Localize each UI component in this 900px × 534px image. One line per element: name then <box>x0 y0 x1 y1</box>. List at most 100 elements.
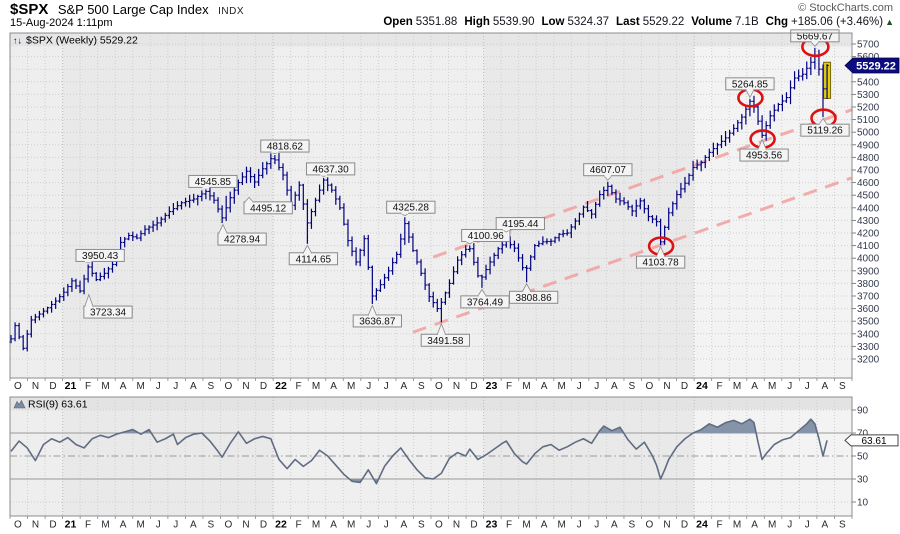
svg-text:S: S <box>629 520 636 531</box>
svg-text:63.61: 63.61 <box>861 436 886 447</box>
svg-text:3200: 3200 <box>857 355 880 366</box>
svg-text:M: M <box>768 520 776 531</box>
panel-strips: ↑↓ $SPX (Weekly) 5529.22 RSI(9) 63.61 <box>13 35 138 411</box>
svg-text:3764.49: 3764.49 <box>467 297 504 308</box>
svg-text:5100: 5100 <box>857 115 880 126</box>
stockcharts-copyright-link[interactable]: © StockCharts.com <box>798 2 893 14</box>
svg-text:J: J <box>173 520 178 531</box>
svg-text:4103.78: 4103.78 <box>643 258 680 269</box>
price-panel-title: $SPX (Weekly) 5529.22 <box>26 35 138 47</box>
svg-text:S: S <box>418 381 425 392</box>
svg-text:4545.85: 4545.85 <box>195 177 232 188</box>
svg-text:N: N <box>32 381 39 392</box>
svg-text:A: A <box>190 381 197 392</box>
svg-text:4278.94: 4278.94 <box>224 235 261 246</box>
svg-text:J: J <box>156 520 161 531</box>
svg-text:5400: 5400 <box>857 77 880 88</box>
svg-text:5200: 5200 <box>857 103 880 114</box>
svg-text:O: O <box>435 520 443 531</box>
price-style-icon: ↑↓ <box>13 36 22 46</box>
svg-text:5300: 5300 <box>857 90 880 101</box>
svg-text:5669.67: 5669.67 <box>797 31 834 42</box>
svg-text:22: 22 <box>275 380 287 392</box>
svg-text:A: A <box>821 381 828 392</box>
svg-text:3700: 3700 <box>857 292 880 303</box>
svg-text:A: A <box>541 520 548 531</box>
svg-text:D: D <box>681 381 688 392</box>
rsi-panel-title: RSI(9) 63.61 <box>28 399 88 411</box>
quote-value: 7.1B <box>734 16 759 28</box>
quote-label: High <box>464 16 490 28</box>
svg-text:5119.26: 5119.26 <box>807 126 843 137</box>
rsi-line <box>10 418 828 485</box>
svg-text:3600: 3600 <box>857 304 880 315</box>
svg-text:J: J <box>384 381 389 392</box>
svg-text:F: F <box>296 381 302 392</box>
svg-text:4100.96: 4100.96 <box>468 231 505 242</box>
svg-text:F: F <box>85 520 91 531</box>
svg-text:A: A <box>330 520 337 531</box>
svg-text:3723.34: 3723.34 <box>90 308 127 319</box>
month-axis: OONNDD2121FFMMAAMMJJJJAASSOONNDD2222FFMM… <box>9 378 853 531</box>
svg-text:4495.12: 4495.12 <box>250 203 287 214</box>
svg-text:S: S <box>839 381 846 392</box>
svg-text:4900: 4900 <box>857 140 880 151</box>
svg-text:O: O <box>435 381 443 392</box>
price-bars <box>9 47 829 352</box>
svg-text:A: A <box>400 520 407 531</box>
svg-text:N: N <box>242 381 249 392</box>
svg-text:A: A <box>330 381 337 392</box>
svg-text:30: 30 <box>857 475 869 486</box>
quote-summary: Open 5351.88 High 5539.90 Low 5324.37 Last 5529… <box>376 16 894 28</box>
svg-text:N: N <box>242 520 249 531</box>
change-up-icon: ▲ <box>885 17 894 27</box>
svg-text:M: M <box>733 381 741 392</box>
rsi-badge: 63.61 <box>844 434 899 447</box>
svg-text:A: A <box>120 381 127 392</box>
svg-text:5600: 5600 <box>857 52 880 63</box>
svg-text:N: N <box>32 520 39 531</box>
svg-text:N: N <box>453 520 460 531</box>
svg-text:M: M <box>312 520 320 531</box>
svg-text:4300: 4300 <box>857 216 880 227</box>
svg-text:4800: 4800 <box>857 153 880 164</box>
svg-text:A: A <box>120 520 127 531</box>
svg-text:4700: 4700 <box>857 166 880 177</box>
index-name: S&P 500 Large Cap Index <box>57 2 209 17</box>
svg-text:A: A <box>190 520 197 531</box>
svg-text:4953.56: 4953.56 <box>746 151 783 162</box>
svg-text:4637.30: 4637.30 <box>313 164 350 175</box>
svg-text:50: 50 <box>857 452 869 463</box>
svg-text:90: 90 <box>857 406 869 417</box>
svg-text:N: N <box>453 381 460 392</box>
svg-text:A: A <box>611 381 618 392</box>
svg-text:O: O <box>14 520 22 531</box>
svg-text:O: O <box>646 381 654 392</box>
svg-text:10: 10 <box>857 498 869 509</box>
svg-text:O: O <box>225 520 233 531</box>
svg-text:N: N <box>663 520 670 531</box>
quote-value: 5539.90 <box>492 16 535 28</box>
svg-text:21: 21 <box>65 519 77 531</box>
svg-text:J: J <box>594 381 599 392</box>
svg-text:S: S <box>208 381 215 392</box>
quote-value: 5351.88 <box>415 16 458 28</box>
quote-value: +185.06 (+3.46%) <box>791 16 884 28</box>
svg-text:J: J <box>577 520 582 531</box>
svg-text:3636.87: 3636.87 <box>359 316 396 327</box>
svg-text:24: 24 <box>696 380 708 392</box>
svg-text:J: J <box>594 520 599 531</box>
svg-text:O: O <box>225 381 233 392</box>
svg-text:A: A <box>541 381 548 392</box>
svg-text:A: A <box>611 520 618 531</box>
rsi-indicator-icon <box>13 399 26 409</box>
svg-text:N: N <box>663 381 670 392</box>
svg-text:S: S <box>629 381 636 392</box>
chart-timestamp: 15-Aug-2024 1:11pm <box>10 17 113 29</box>
svg-text:4100: 4100 <box>857 241 880 252</box>
svg-text:A: A <box>400 381 407 392</box>
svg-text:S: S <box>208 520 215 531</box>
svg-text:4400: 4400 <box>857 203 880 214</box>
svg-text:A: A <box>751 381 758 392</box>
